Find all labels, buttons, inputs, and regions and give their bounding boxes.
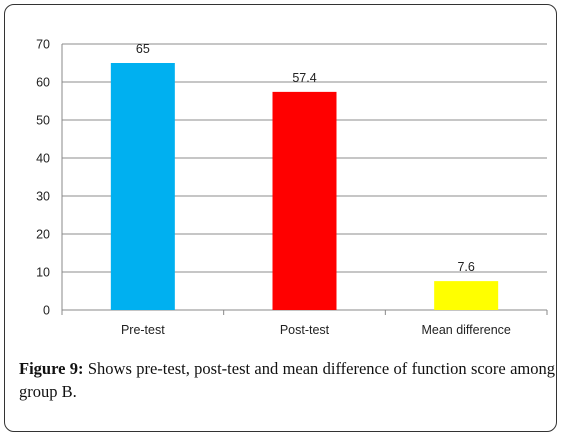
y-tick-label: 20 (36, 228, 50, 242)
x-category-label: Post-test (280, 323, 330, 337)
y-tick-label: 0 (43, 304, 50, 318)
bar-pre-test (110, 63, 175, 310)
x-category-label: Mean difference (421, 323, 510, 337)
bar-mean-difference (434, 281, 499, 310)
caption-text: Shows pre-test, post-test and mean diffe… (19, 359, 555, 401)
data-label: 65 (136, 42, 150, 56)
y-tick-label: 60 (36, 76, 50, 90)
data-label: 7.6 (457, 260, 474, 274)
figure-frame: 0 10 20 30 40 50 60 70 65 Pre-test 57.4 Post-test 7.… (4, 4, 557, 432)
bar-post-test (272, 91, 337, 310)
y-tick-label: 10 (36, 266, 50, 280)
y-tick-label: 50 (36, 114, 50, 128)
y-tick-label: 70 (36, 38, 50, 52)
y-tick-label: 40 (36, 152, 50, 166)
x-category-label: Pre-test (121, 323, 165, 337)
data-label: 57.4 (292, 71, 316, 85)
y-tick-label: 30 (36, 190, 50, 204)
bar-chart: 0 10 20 30 40 50 60 70 65 Pre-test 57.4 Post-test 7.… (15, 17, 555, 352)
figure-label: Figure 9: (19, 359, 84, 378)
figure-caption: Figure 9: Shows pre-test, post-test and … (19, 357, 555, 403)
chart-canvas: 0 10 20 30 40 50 60 70 65 Pre-test 57.4 Post-test 7.… (36, 38, 548, 337)
